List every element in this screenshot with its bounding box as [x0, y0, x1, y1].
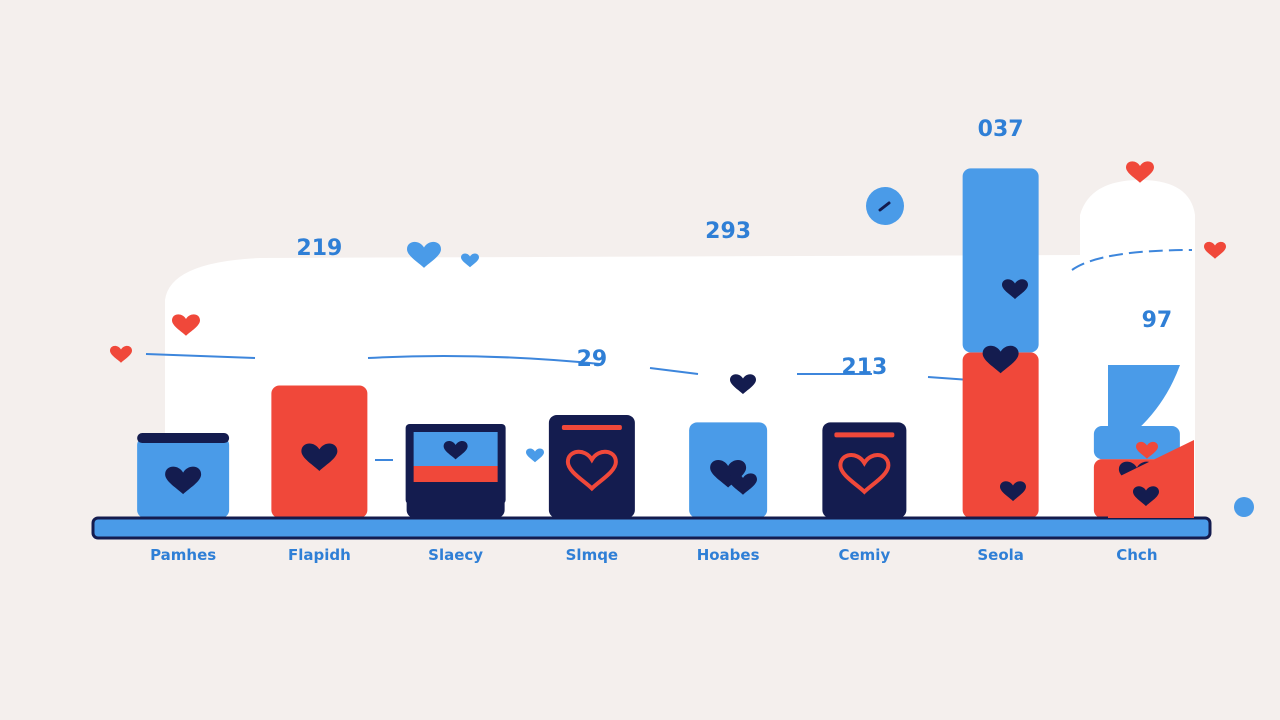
trend-line [1071, 249, 1193, 271]
category-label: Chch [1116, 546, 1157, 564]
category-label: Flapidh [288, 546, 351, 564]
heart-outline-icon [565, 449, 618, 492]
decor-heart-icon [1000, 481, 1026, 502]
data-label: 97 [1142, 308, 1173, 333]
decor-heart-icon [1126, 161, 1154, 183]
decor-heart-icon [729, 473, 757, 495]
category-label: Pamhes [150, 546, 216, 564]
category-labels: Pamhes Flapidh Slaecy Slmqe Hoabes Cemiy Seola… [150, 546, 1157, 564]
category-label: Slaecy [428, 546, 483, 564]
heart-icon [165, 466, 202, 495]
heart-icon [982, 345, 1019, 374]
bar-cap [137, 433, 230, 444]
data-label: 219 [296, 236, 342, 261]
decor-heart-icon [407, 241, 441, 268]
bars-group [137, 168, 1180, 518]
bar-segment [962, 168, 1039, 353]
decor-heart-icon [1136, 441, 1158, 459]
value-labels: 219 29 293 213 037 97 [296, 117, 1172, 380]
decor-red-wedge [1108, 440, 1194, 518]
decor-heart-icon [730, 374, 756, 395]
decor-heart-icon [1002, 279, 1028, 300]
bar-segment [548, 414, 635, 518]
data-label: 213 [841, 355, 887, 380]
decorative-hearts [110, 161, 1226, 518]
bar-segment [822, 422, 907, 518]
heart-outline-icon [838, 453, 891, 495]
category-label: Seola [977, 546, 1024, 564]
trend-line [145, 353, 256, 359]
trend-lines [145, 249, 1193, 461]
trend-line [649, 367, 699, 375]
decor-blue-dot [1234, 497, 1254, 517]
decor-circle-mark [878, 201, 891, 212]
category-label: Hoabes [697, 546, 760, 564]
decor-heart-icon [461, 253, 479, 268]
data-label: 037 [978, 117, 1024, 142]
heart-icon [710, 460, 747, 488]
monitor-icon [405, 424, 506, 504]
decor-heart-icon [1204, 241, 1226, 259]
decor-heart-icon [526, 448, 544, 463]
bar-segment [1093, 426, 1180, 460]
category-label: Cemiy [839, 546, 891, 564]
decor-heart-icon [110, 345, 132, 363]
chart-baseline [91, 516, 1212, 540]
bar-cap-stripe [561, 424, 622, 430]
bar-segment [962, 352, 1039, 518]
category-label: Slmqe [566, 546, 619, 564]
decor-heart-icon [172, 314, 200, 336]
data-label: 29 [577, 347, 608, 372]
data-label: 293 [705, 219, 751, 244]
trend-line [367, 355, 601, 365]
heart-icon [301, 443, 338, 471]
bar-cap-stripe [834, 432, 895, 438]
decor-heart-icon [1133, 486, 1159, 507]
